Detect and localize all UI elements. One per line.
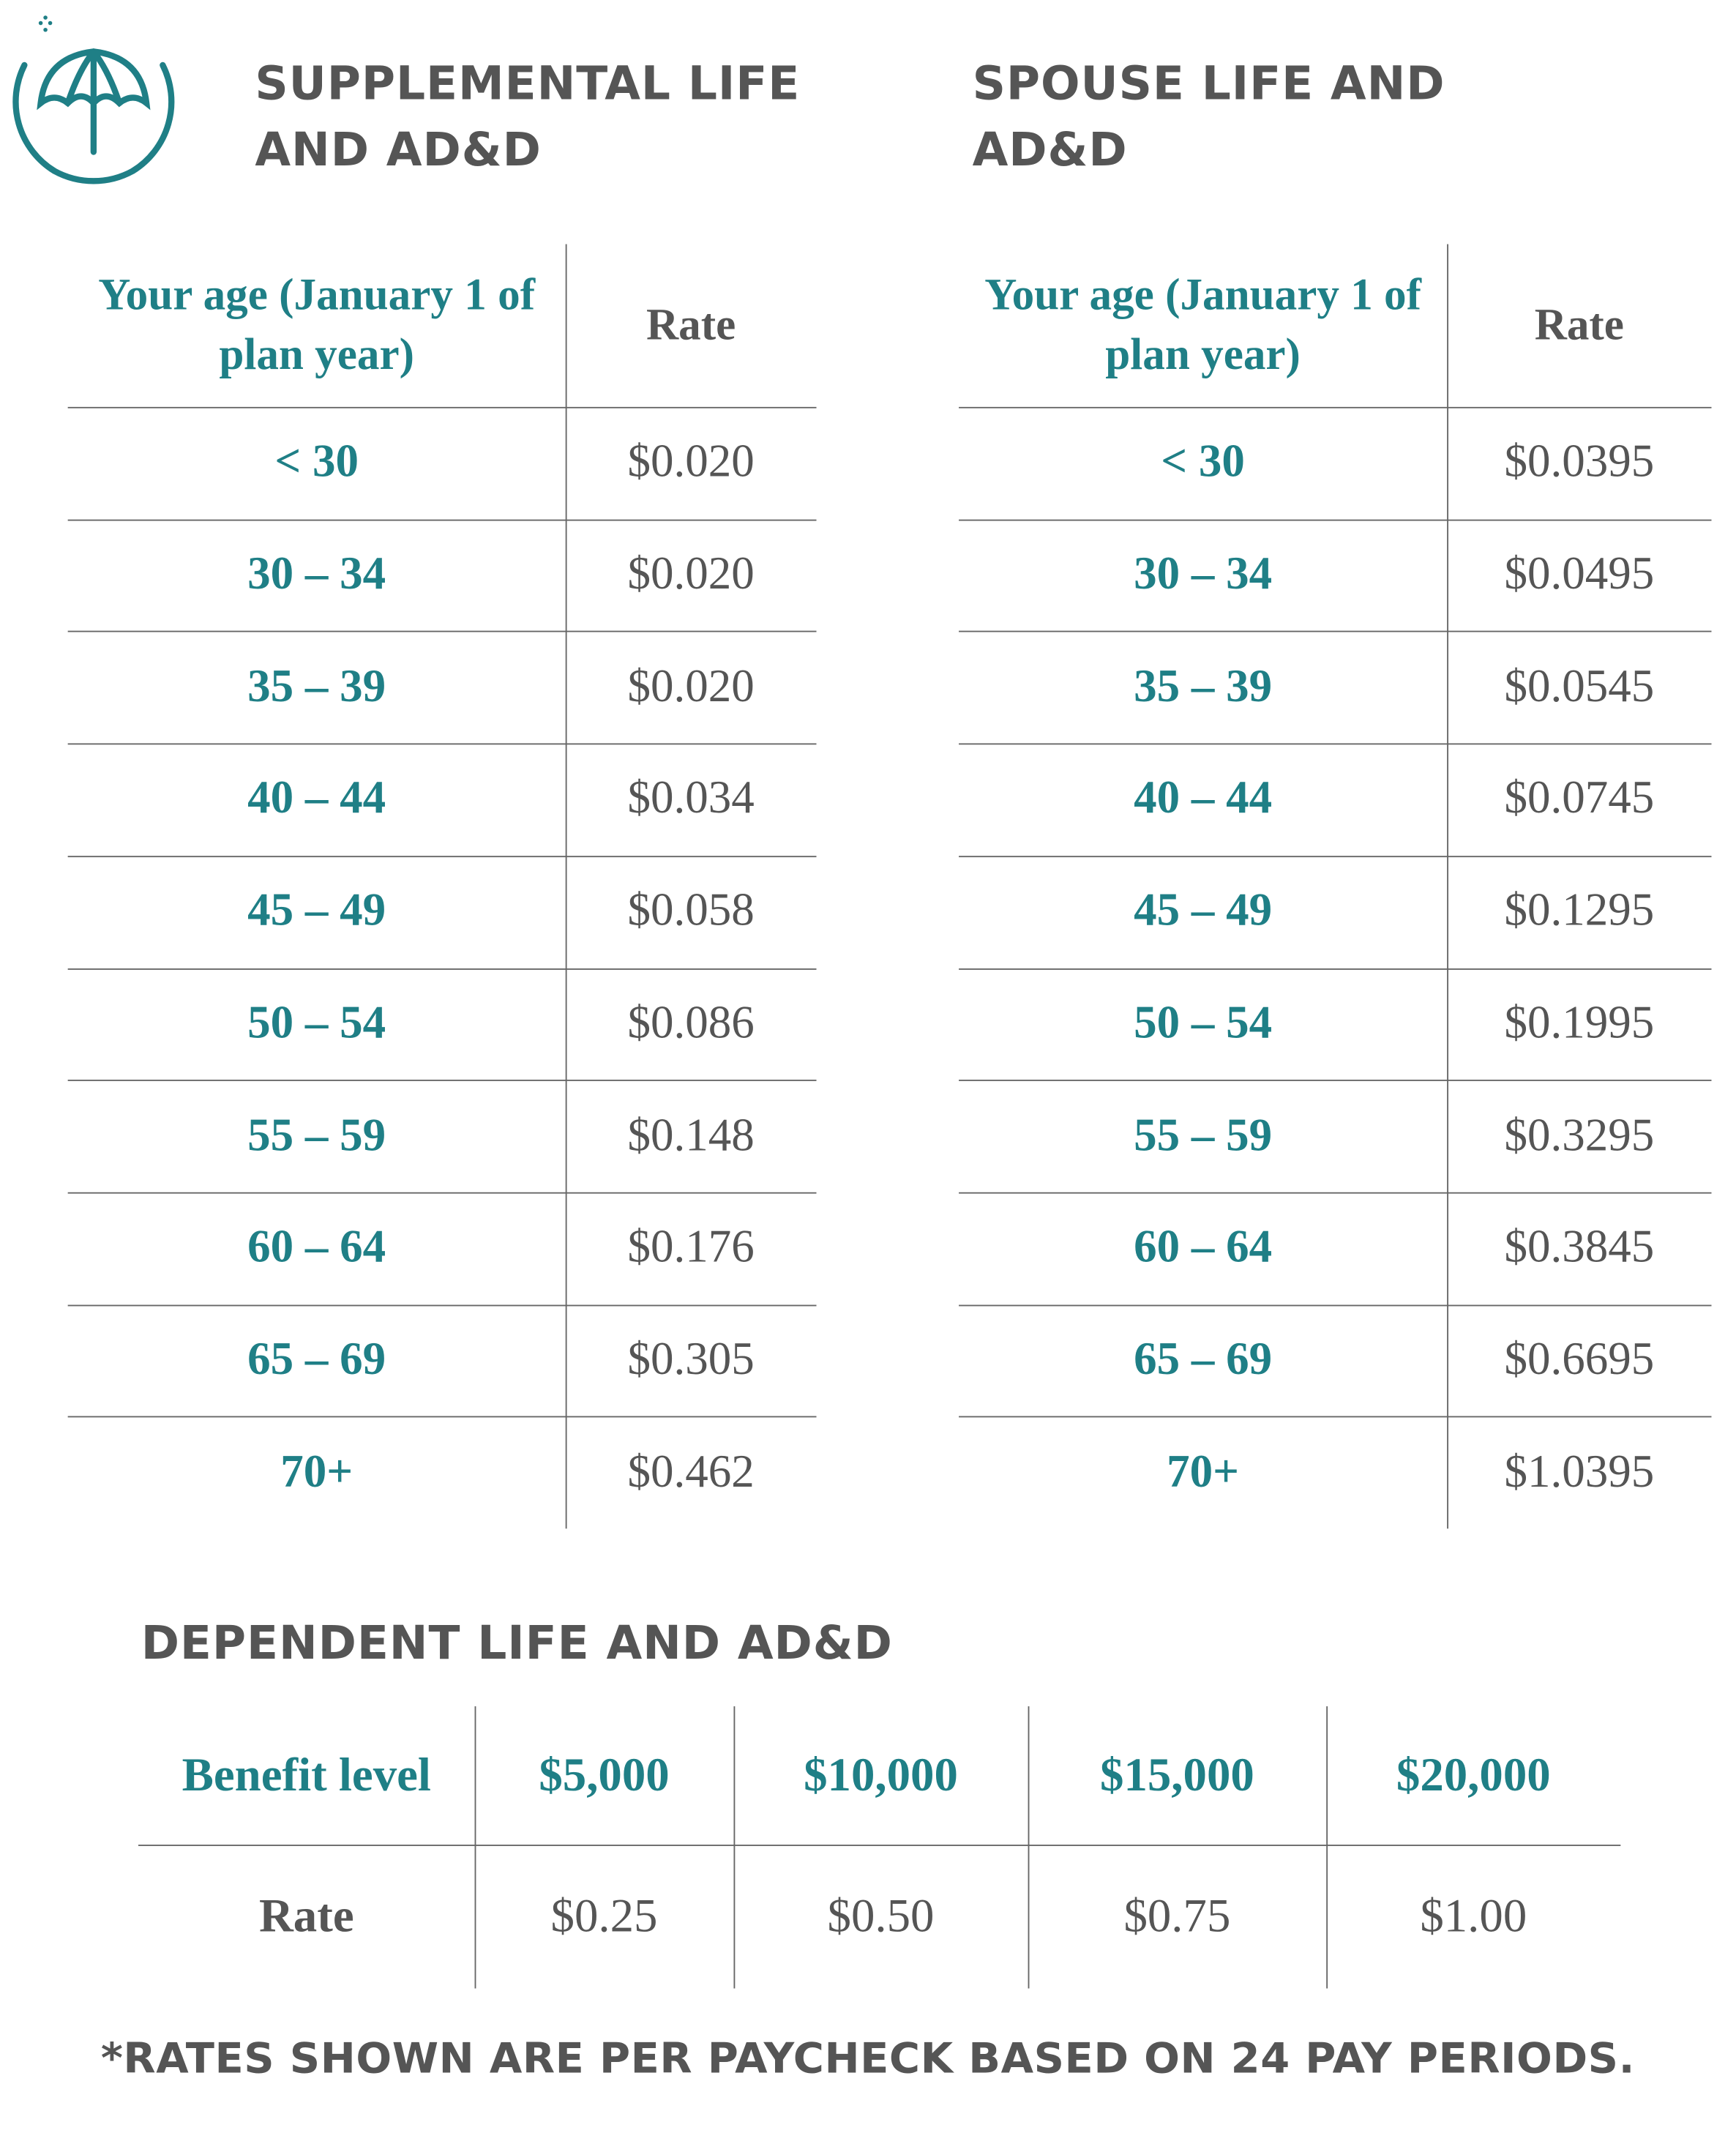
header-cell: Rate [646,300,736,350]
rate-cell: $0.086 [627,998,755,1049]
rate-cell: $0.0495 [1504,549,1655,600]
header-cell: Rate [1534,300,1624,350]
age-cell: 45 – 49 [247,886,386,936]
row-divider [67,1192,817,1194]
age-cell: 70+ [1167,1446,1240,1498]
row-divider [67,406,817,408]
benefit-cell: $15,000 [1100,1748,1254,1801]
header-cell: Your age (January 1 of plan year) [98,271,536,380]
rate-cell: $0.6695 [1504,1334,1655,1385]
benefit-cell: $5,000 [539,1748,670,1801]
row-divider [67,631,817,633]
age-cell: 60 – 64 [1134,1222,1273,1273]
row-divider [959,1080,1712,1082]
rate-cell: $0.3295 [1504,1110,1655,1161]
rate-cell: $0.034 [627,774,755,824]
row-divider [959,743,1712,745]
age-cell: 35 – 39 [247,661,386,712]
column-divider [1028,1706,1030,1989]
column-divider [733,1706,736,1989]
row-divider [67,1416,817,1418]
age-cell: 45 – 49 [1134,886,1273,936]
row-divider [67,519,817,520]
rate-cell: $1.0395 [1504,1446,1655,1498]
rate-cell: $0.1295 [1504,886,1655,936]
row-divider [67,855,817,857]
rate-cell: $0.50 [827,1889,935,1943]
umbrella-icon [12,15,175,184]
row-divider [67,743,817,745]
column-divider [1447,244,1449,1529]
rate-cell: $0.0545 [1504,661,1655,712]
age-cell: < 30 [274,437,359,488]
age-cell: 60 – 64 [247,1222,386,1273]
rate-cell: Rate [258,1889,354,1943]
footnote: *RATES SHOWN ARE PER PAYCHECK BASED ON 2… [100,2034,1635,2084]
row-divider [138,1845,1621,1846]
age-cell: 35 – 39 [1134,661,1273,712]
age-cell: 40 – 44 [247,774,386,824]
section-title: SPOUSE LIFE AND AD&D [972,56,1445,178]
rate-cell: $0.75 [1123,1889,1231,1943]
column-divider [1326,1706,1328,1989]
column-divider [474,1706,476,1989]
age-cell: 65 – 69 [1134,1334,1273,1385]
row-divider [959,1192,1712,1194]
rate-cell: $0.25 [550,1889,658,1943]
age-cell: 55 – 59 [1134,1110,1273,1161]
section-title: DEPENDENT LIFE AND AD&D [141,1616,893,1671]
age-cell: 50 – 54 [1134,998,1273,1049]
header-cell: Your age (January 1 of plan year) [984,271,1422,380]
age-cell: 50 – 54 [247,998,386,1049]
age-cell: 30 – 34 [1134,549,1273,600]
rate-cell: $0.058 [627,886,755,936]
row-divider [67,968,817,969]
age-cell: < 30 [1161,437,1245,488]
row-divider [959,1416,1712,1418]
benefit-cell: Benefit level [182,1748,431,1801]
row-divider [67,1304,817,1306]
row-divider [959,631,1712,633]
age-cell: 65 – 69 [247,1334,386,1385]
age-cell: 55 – 59 [247,1110,386,1161]
rate-cell: $0.176 [627,1222,755,1273]
rate-cell: $0.3845 [1504,1222,1655,1273]
row-divider [959,519,1712,520]
rate-cell: $0.020 [627,549,755,600]
benefit-cell: $10,000 [804,1748,958,1801]
rate-cell: $0.305 [627,1334,755,1385]
row-divider [959,968,1712,969]
rate-cell: $0.462 [627,1446,755,1498]
section-title: SUPPLEMENTAL LIFE AND AD&D [255,56,801,178]
rate-cell: $0.020 [627,661,755,712]
rate-cell: $0.0395 [1504,437,1655,488]
column-divider [565,244,567,1529]
age-cell: 30 – 34 [247,549,386,600]
rate-cell: $0.020 [627,437,755,488]
rate-cell: $0.1995 [1504,998,1655,1049]
row-divider [959,406,1712,408]
age-cell: 40 – 44 [1134,774,1273,824]
rate-cell: $1.00 [1420,1889,1527,1943]
age-cell: 70+ [280,1446,353,1498]
row-divider [959,1304,1712,1306]
benefit-cell: $20,000 [1396,1748,1551,1801]
rate-cell: $0.148 [627,1110,755,1161]
row-divider [67,1080,817,1082]
row-divider [959,855,1712,857]
rate-cell: $0.0745 [1504,774,1655,824]
